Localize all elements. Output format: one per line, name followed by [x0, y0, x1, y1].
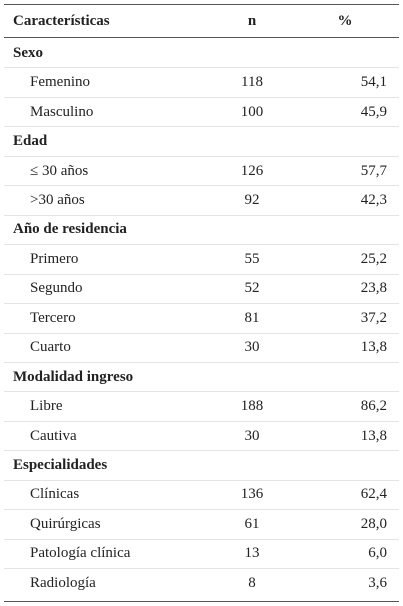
pct-cell: 6,0	[368, 545, 387, 562]
header-rule	[4, 37, 399, 38]
pct-cell: 23,8	[360, 280, 387, 297]
row-label: Quirúrgicas	[30, 515, 101, 532]
row-separator	[4, 244, 399, 246]
top-rule	[4, 4, 399, 5]
n-cell: 55	[244, 250, 260, 267]
pct-cell: 62,4	[360, 486, 387, 503]
pct-cell: 13,8	[360, 427, 387, 444]
pct-cell: 13,8	[360, 339, 387, 356]
n-cell: 81	[244, 309, 260, 326]
pct-cell: 42,3	[360, 191, 387, 208]
n-cell: 92	[244, 191, 260, 208]
n-cell: 30	[244, 427, 260, 444]
row-separator	[4, 273, 399, 275]
row-label: Segundo	[30, 280, 83, 297]
row-label: Radiología	[30, 574, 96, 591]
row-separator	[4, 479, 399, 481]
pct-cell: 45,9	[360, 103, 387, 120]
pct-cell: 3,6	[368, 574, 387, 591]
row-separator	[4, 509, 399, 511]
row-label: Femenino	[30, 74, 90, 91]
row-label: Cautiva	[30, 427, 77, 444]
n-cell: 136	[240, 486, 264, 503]
n-cell: 52	[244, 280, 260, 297]
row-separator	[4, 185, 399, 187]
section-title: Modalidad ingreso	[13, 368, 134, 385]
n-cell: 118	[241, 74, 263, 91]
row-label: Masculino	[30, 103, 94, 120]
n-cell: 30	[244, 339, 260, 356]
row-separator	[4, 391, 399, 393]
n-cell: 13	[244, 545, 260, 562]
n-cell: 8	[248, 574, 256, 591]
row-separator	[4, 214, 399, 216]
section-title: Edad	[13, 133, 48, 150]
row-label: Libre	[30, 398, 63, 415]
row-separator	[4, 450, 399, 452]
row-separator	[4, 568, 399, 570]
row-separator	[4, 361, 399, 363]
row-separator	[4, 67, 399, 69]
pct-cell: 54,1	[360, 74, 387, 91]
row-label: Clínicas	[30, 486, 80, 503]
n-cell: 126	[240, 162, 264, 179]
row-separator	[4, 332, 399, 334]
row-label: ≤ 30 años	[30, 162, 89, 179]
row-separator	[4, 96, 399, 98]
row-label: Primero	[30, 250, 79, 267]
pct-cell: 37,2	[360, 309, 387, 326]
row-separator	[4, 155, 399, 157]
bottom-rule	[4, 601, 399, 602]
section-title: Especialidades	[13, 457, 108, 474]
pct-cell: 86,2	[360, 398, 387, 415]
row-separator	[4, 126, 399, 128]
section-title: Año de residencia	[13, 221, 127, 238]
row-label: Tercero	[30, 309, 76, 326]
row-label: >30 años	[30, 191, 85, 208]
section-title: Sexo	[13, 44, 43, 61]
n-cell: 188	[240, 398, 264, 415]
row-separator	[4, 303, 399, 305]
header-cell: Características	[13, 13, 110, 29]
n-cell: 61	[244, 515, 260, 532]
row-separator	[4, 420, 399, 422]
pct-cell: 25,2	[360, 250, 387, 267]
n-cell: 100	[240, 103, 264, 120]
header-cell: %	[337, 13, 353, 29]
header-cell: n	[247, 13, 257, 29]
pct-cell: 28,0	[360, 515, 387, 532]
row-separator	[4, 538, 399, 540]
row-label: Cuarto	[30, 339, 71, 356]
pct-cell: 57,7	[360, 162, 387, 179]
row-label: Patología clínica	[30, 545, 131, 562]
